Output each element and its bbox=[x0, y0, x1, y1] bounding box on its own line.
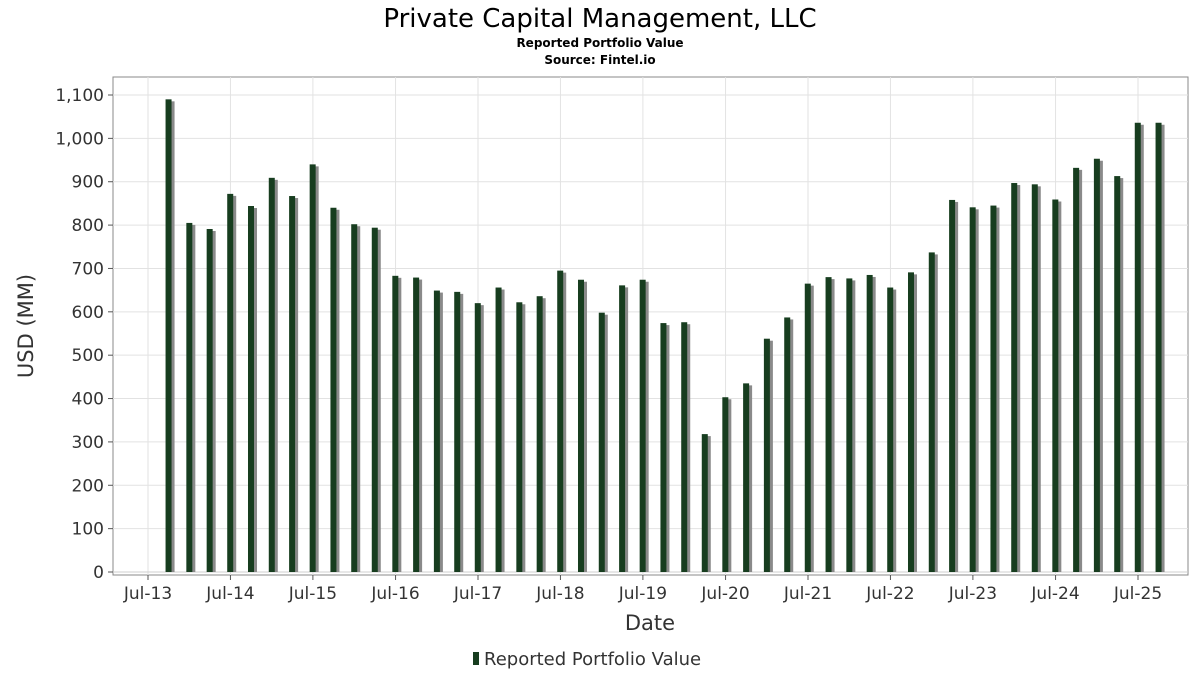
y-axis-ticks: 0 100 200 300 400 500 600 700 800 900 1,000 1,100 bbox=[55, 86, 113, 583]
x-tick-label: Jul-18 bbox=[535, 584, 584, 604]
legend-label: Reported Portfolio Value bbox=[484, 649, 701, 670]
y-axis-label: USD (MM) bbox=[14, 274, 38, 378]
x-tick-label: Jul-25 bbox=[1113, 584, 1162, 604]
bar bbox=[227, 193, 234, 573]
bar bbox=[722, 397, 729, 572]
x-tick-label: Jul-22 bbox=[865, 584, 914, 604]
bar bbox=[949, 199, 956, 572]
x-axis-ticks: Jul-13 Jul-14 Jul-15 Jul-16 Jul-17 Jul-18 Jul-… bbox=[123, 575, 1162, 604]
x-tick-label: Jul-19 bbox=[618, 584, 667, 604]
bar bbox=[598, 312, 605, 572]
bar bbox=[186, 222, 193, 572]
bar bbox=[907, 272, 914, 572]
bar bbox=[1073, 167, 1080, 573]
bar bbox=[330, 207, 337, 572]
bar bbox=[846, 278, 853, 572]
bar bbox=[866, 274, 873, 572]
bar bbox=[247, 206, 254, 572]
legend-swatch bbox=[473, 652, 479, 665]
y-tick-label: 100 bbox=[72, 520, 104, 540]
bar bbox=[392, 275, 399, 572]
bar bbox=[990, 205, 997, 572]
bar bbox=[784, 317, 791, 572]
x-tick-label: Jul-24 bbox=[1030, 584, 1079, 604]
bar bbox=[825, 277, 832, 572]
x-axis-label: Date bbox=[625, 611, 675, 635]
bar bbox=[660, 323, 667, 572]
x-tick-label: Jul-15 bbox=[288, 584, 337, 604]
chart-source: Source: Fintel.io bbox=[544, 53, 655, 67]
bar bbox=[743, 383, 750, 572]
bar bbox=[619, 285, 626, 572]
bar bbox=[681, 322, 688, 572]
y-tick-label: 200 bbox=[72, 476, 104, 496]
bar bbox=[1031, 184, 1038, 572]
y-tick-label: 600 bbox=[72, 303, 104, 323]
y-tick-label: 900 bbox=[72, 173, 104, 193]
bar bbox=[928, 252, 935, 572]
bar bbox=[413, 277, 420, 572]
bar bbox=[165, 99, 172, 572]
bar bbox=[639, 279, 646, 572]
bar bbox=[309, 164, 316, 572]
bar bbox=[1114, 176, 1121, 572]
x-tick-label: Jul-23 bbox=[948, 584, 997, 604]
bar bbox=[1155, 122, 1162, 573]
bar bbox=[536, 296, 543, 572]
bar bbox=[804, 283, 811, 572]
x-tick-label: Jul-16 bbox=[370, 584, 419, 604]
bar bbox=[268, 177, 275, 573]
bar bbox=[474, 303, 481, 572]
bar bbox=[1052, 199, 1059, 573]
x-tick-label: Jul-20 bbox=[700, 584, 749, 604]
y-tick-label: 700 bbox=[72, 259, 104, 279]
bar bbox=[495, 287, 502, 572]
bar bbox=[454, 291, 461, 572]
y-tick-label: 1,000 bbox=[55, 129, 104, 149]
bar bbox=[701, 434, 708, 572]
bar bbox=[577, 279, 584, 572]
y-tick-label: 800 bbox=[72, 216, 104, 236]
bar bbox=[516, 302, 523, 572]
bar bbox=[371, 227, 378, 572]
y-tick-label: 500 bbox=[72, 346, 104, 366]
bar bbox=[1134, 122, 1141, 573]
x-tick-label: Jul-17 bbox=[453, 584, 502, 604]
x-tick-label: Jul-14 bbox=[205, 584, 254, 604]
bar bbox=[433, 290, 440, 572]
bar bbox=[887, 287, 894, 572]
bar bbox=[206, 228, 213, 572]
legend: Reported Portfolio Value bbox=[473, 649, 701, 670]
y-tick-label: 0 bbox=[93, 563, 104, 583]
y-tick-label: 1,100 bbox=[55, 86, 104, 106]
bar bbox=[1011, 183, 1018, 572]
chart-title: Private Capital Management, LLC bbox=[383, 4, 816, 34]
x-tick-label: Jul-21 bbox=[783, 584, 832, 604]
bar bbox=[763, 338, 770, 572]
x-tick-label: Jul-13 bbox=[123, 584, 172, 604]
bar bbox=[1093, 158, 1100, 572]
bar bbox=[969, 207, 976, 572]
y-tick-label: 300 bbox=[72, 433, 104, 453]
chart-subtitle: Reported Portfolio Value bbox=[516, 36, 683, 50]
bar bbox=[289, 196, 296, 572]
bar bbox=[557, 270, 564, 572]
bars bbox=[165, 99, 1165, 573]
bar bbox=[351, 224, 358, 572]
y-tick-label: 400 bbox=[72, 390, 104, 410]
